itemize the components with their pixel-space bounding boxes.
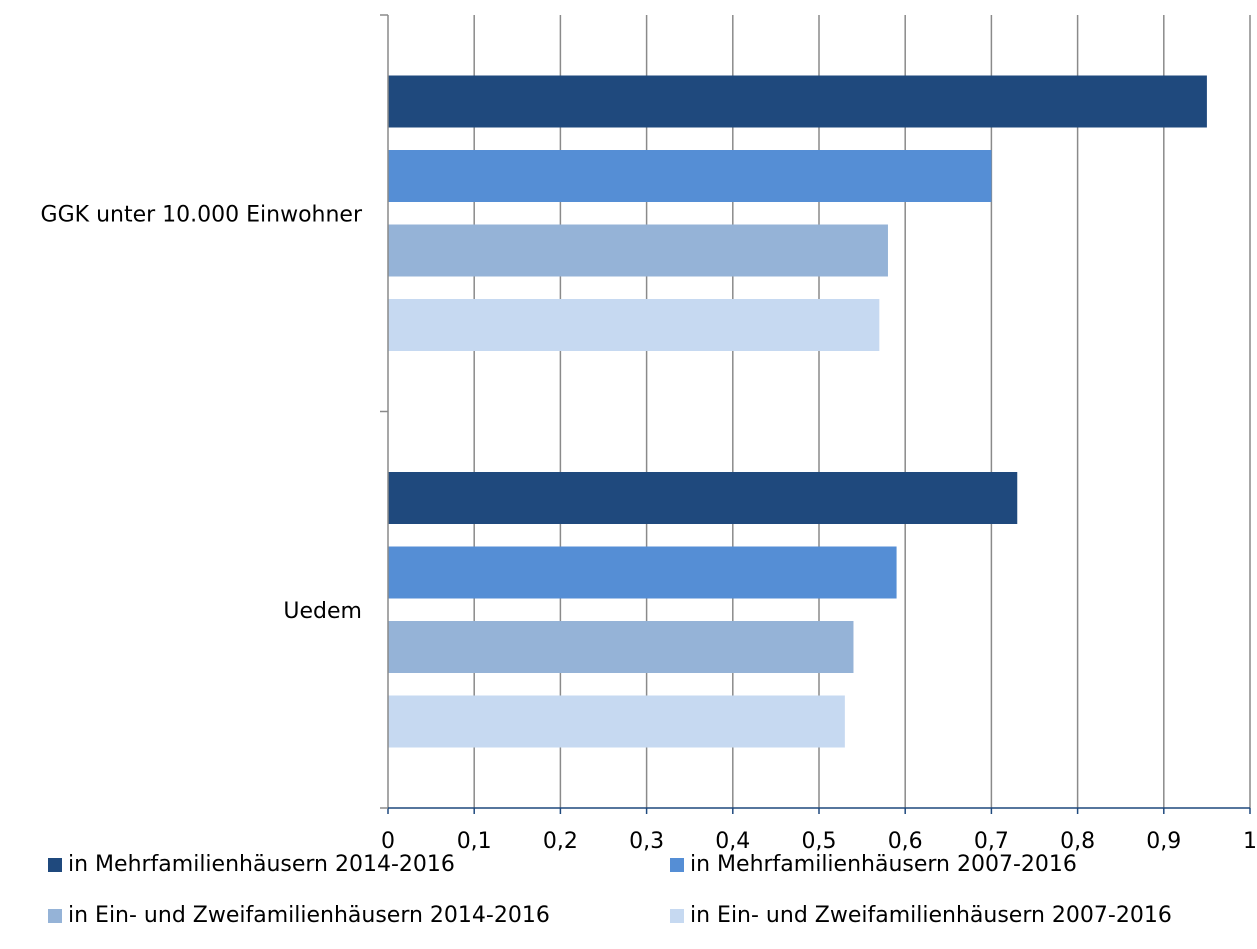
labels: 0 0,1 0,2 0,3 0,4 0,5 0,6 0,7 0,8 0,9 1 GGK unter 1… xyxy=(41,202,1257,854)
bar xyxy=(388,621,854,673)
category-label: GGK unter 10.000 Einwohner xyxy=(41,202,363,227)
legend-label: in Mehrfamilienhäusern 2014-2016 xyxy=(68,852,455,877)
legend-item-ezfh-2014-2016: in Ein- und Zweifamilienhäusern 2014-201… xyxy=(48,903,550,928)
x-tick-label: 0,8 xyxy=(1060,829,1095,854)
bar xyxy=(388,150,992,202)
bars xyxy=(388,75,1207,748)
x-tick-label: 0,6 xyxy=(888,829,923,854)
bar xyxy=(388,546,897,599)
bar xyxy=(388,75,1207,128)
x-tick-label: 0,9 xyxy=(1146,829,1181,854)
x-tick-label: 1 xyxy=(1243,829,1257,854)
x-tick-label: 0 xyxy=(381,829,395,854)
x-tick-label: 0,1 xyxy=(457,829,492,854)
axes xyxy=(380,14,1251,814)
legend-label: in Ein- und Zweifamilienhäusern 2014-201… xyxy=(68,903,550,928)
bar xyxy=(388,695,845,748)
legend-swatch xyxy=(48,908,62,923)
legend-swatch xyxy=(670,857,684,872)
x-tick-label: 0,4 xyxy=(715,829,750,854)
bar xyxy=(388,224,888,277)
bar xyxy=(388,472,1018,524)
legend-label: in Ein- und Zweifamilienhäusern 2007-201… xyxy=(690,903,1172,928)
x-tick-label: 0,2 xyxy=(543,829,578,854)
x-tick-label: 0,7 xyxy=(974,829,1009,854)
legend-swatch xyxy=(670,908,684,923)
legend-item-mfh-2014-2016: in Mehrfamilienhäusern 2014-2016 xyxy=(48,852,455,877)
x-tick-label: 0,3 xyxy=(629,829,664,854)
legend-label: in Mehrfamilienhäusern 2007-2016 xyxy=(690,852,1077,877)
gridlines xyxy=(473,15,1251,808)
bar xyxy=(388,299,880,351)
legend-item-mfh-2007-2016: in Mehrfamilienhäusern 2007-2016 xyxy=(670,852,1077,877)
legend-swatch xyxy=(48,857,62,872)
category-label: Uedem xyxy=(283,599,362,624)
x-tick-label: 0,5 xyxy=(802,829,837,854)
legend-item-ezfh-2007-2016: in Ein- und Zweifamilienhäusern 2007-201… xyxy=(670,903,1172,928)
